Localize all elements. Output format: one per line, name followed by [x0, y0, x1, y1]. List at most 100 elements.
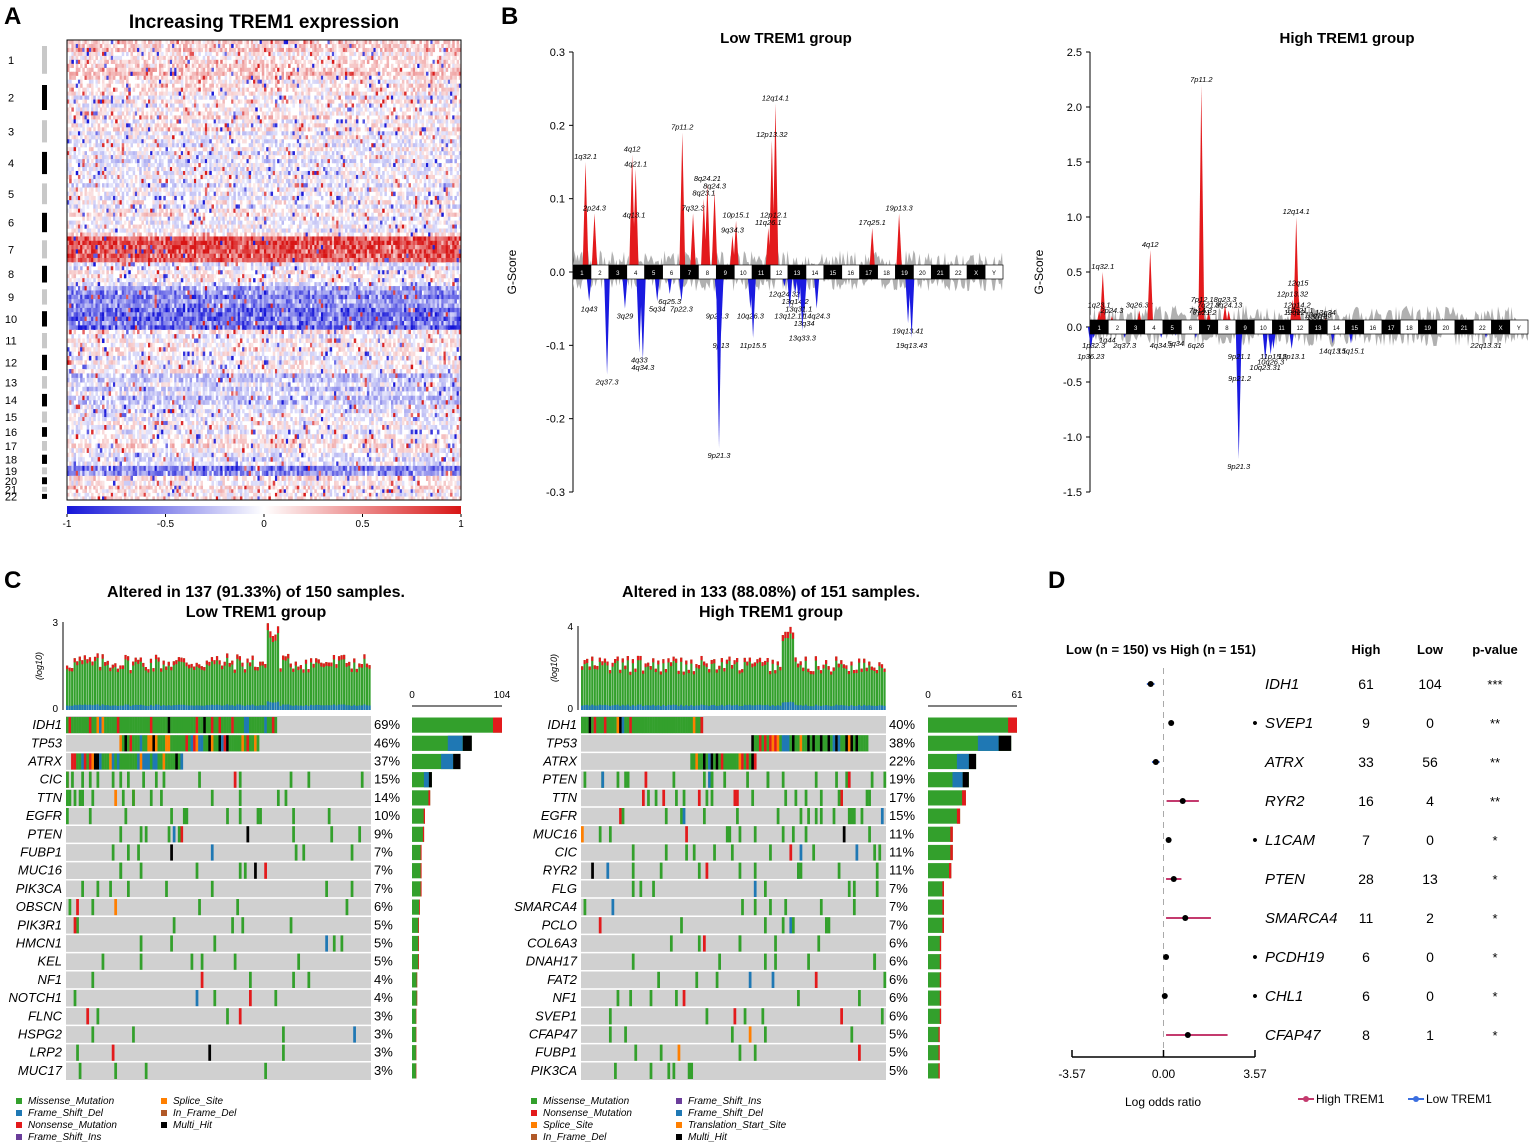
heatmap-cell: [150, 143, 152, 147]
heatmap-cell: [251, 127, 253, 131]
heatmap-cell: [404, 104, 406, 108]
heatmap-cell: [144, 127, 146, 131]
heatmap-cell: [130, 72, 132, 76]
heatmap-cell: [181, 96, 183, 100]
heatmap-cell: [257, 135, 259, 139]
heatmap-cell: [349, 64, 351, 68]
heatmap-cell: [408, 163, 410, 167]
heatmap-cell: [284, 167, 286, 171]
heatmap-cell: [203, 96, 205, 100]
heatmap-cell: [257, 56, 259, 60]
heatmap-cell: [308, 151, 310, 155]
heatmap-cell: [310, 88, 312, 92]
chromosome-label-8: 8: [8, 269, 14, 281]
heatmap-cell: [144, 123, 146, 127]
heatmap-cell: [214, 80, 216, 84]
heatmap-cell: [139, 52, 141, 56]
heatmap-cell: [246, 187, 248, 191]
heatmap-cell: [404, 56, 406, 60]
heatmap-cell: [389, 52, 391, 56]
heatmap-cell: [231, 155, 233, 159]
heatmap-cell: [80, 131, 82, 135]
heatmap-cell: [411, 127, 413, 131]
heatmap-cell: [115, 40, 117, 44]
heatmap-cell: [400, 139, 402, 143]
heatmap-cell: [369, 72, 371, 76]
heatmap-cell: [192, 119, 194, 123]
heatmap-cell: [133, 155, 135, 159]
heatmap-cell: [192, 115, 194, 119]
heatmap-cell: [454, 56, 456, 60]
heatmap-cell: [286, 40, 288, 44]
heatmap-cell: [321, 159, 323, 163]
heatmap-cell: [371, 111, 373, 115]
heatmap-cell: [183, 52, 185, 56]
heatmap-cell: [69, 127, 71, 131]
heatmap-cell: [437, 115, 439, 119]
heatmap-cell: [365, 175, 367, 179]
heatmap-cell: [115, 127, 117, 131]
heatmap-cell: [422, 48, 424, 52]
heatmap-cell: [190, 131, 192, 135]
heatmap-cell: [277, 115, 279, 119]
heatmap-cell: [319, 187, 321, 191]
heatmap-cell: [437, 119, 439, 123]
heatmap-cell: [376, 155, 378, 159]
heatmap-cell: [120, 48, 122, 52]
heatmap-cell: [266, 159, 268, 163]
heatmap-cell: [439, 155, 441, 159]
heatmap-cell: [382, 155, 384, 159]
heatmap-cell: [192, 88, 194, 92]
heatmap-cell: [376, 111, 378, 115]
heatmap-cell: [141, 100, 143, 104]
heatmap-cell: [246, 119, 248, 123]
heatmap-cell: [196, 131, 198, 135]
heatmap-cell: [382, 163, 384, 167]
heatmap-cell: [150, 183, 152, 187]
heatmap-cell: [216, 171, 218, 175]
heatmap-cell: [95, 84, 97, 88]
heatmap-cell: [376, 107, 378, 111]
heatmap-cell: [354, 52, 356, 56]
heatmap-cell: [310, 52, 312, 56]
heatmap-cell: [78, 107, 80, 111]
heatmap-cell: [187, 147, 189, 151]
heatmap-cell: [91, 192, 93, 196]
heatmap-cell: [275, 104, 277, 108]
heatmap-cell: [181, 64, 183, 68]
heatmap-cell: [387, 119, 389, 123]
heatmap-cell: [347, 131, 349, 135]
heatmap-cell: [187, 139, 189, 143]
heatmap-cell: [380, 135, 382, 139]
heatmap-cell: [74, 139, 76, 143]
heatmap-cell: [181, 159, 183, 163]
heatmap-cell: [95, 171, 97, 175]
heatmap-cell: [82, 48, 84, 52]
heatmap-cell: [80, 80, 82, 84]
heatmap-cell: [308, 115, 310, 119]
heatmap-cell: [233, 119, 235, 123]
heatmap-cell: [373, 171, 375, 175]
heatmap-cell: [426, 167, 428, 171]
heatmap-cell: [312, 123, 314, 127]
heatmap-cell: [218, 187, 220, 191]
heatmap-cell: [157, 111, 159, 115]
heatmap-cell: [373, 187, 375, 191]
heatmap-cell: [422, 171, 424, 175]
heatmap-cell: [74, 52, 76, 56]
heatmap-cell: [358, 107, 360, 111]
heatmap-cell: [347, 171, 349, 175]
heatmap-cell: [98, 72, 100, 76]
heatmap-cell: [319, 111, 321, 115]
heatmap-cell: [155, 88, 157, 92]
ideogram-band: [42, 240, 47, 258]
heatmap-cell: [198, 48, 200, 52]
heatmap-cell: [76, 60, 78, 64]
heatmap-cell: [106, 48, 108, 52]
heatmap-cell: [373, 80, 375, 84]
heatmap-cell: [356, 139, 358, 143]
heatmap-cell: [378, 135, 380, 139]
heatmap-cell: [264, 44, 266, 48]
heatmap-cell: [155, 167, 157, 171]
heatmap-cell: [179, 159, 181, 163]
